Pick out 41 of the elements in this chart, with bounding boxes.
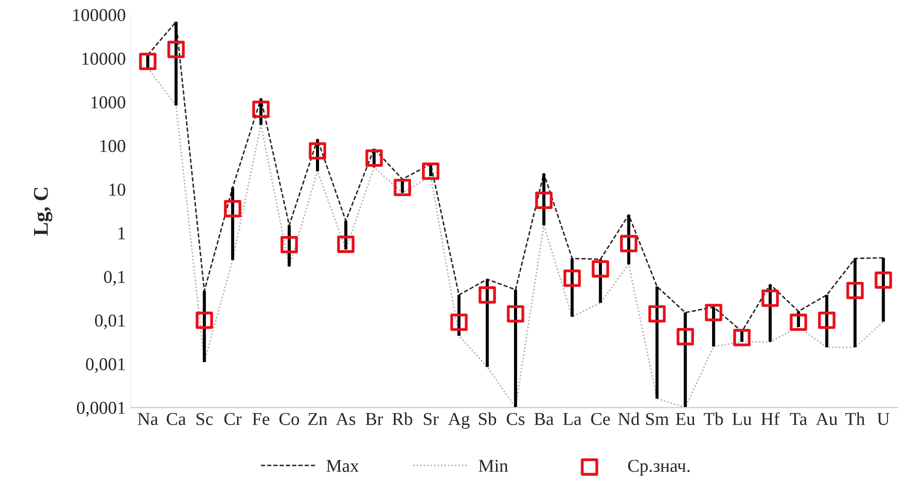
x-tick-label: Lu bbox=[732, 413, 752, 426]
legend-label: Ср.знач. bbox=[628, 460, 690, 476]
x-tick-label: Cr bbox=[224, 412, 242, 426]
y-tick-label: 0,01 bbox=[95, 314, 125, 330]
x-tick-label: Br bbox=[366, 413, 383, 425]
y-tick-label: 10000 bbox=[82, 52, 126, 65]
y-tick-label: 0,1 bbox=[104, 270, 125, 286]
x-tick-label: U bbox=[877, 413, 890, 426]
x-tick-label: Na bbox=[138, 413, 158, 426]
y-tick-label: 1000 bbox=[91, 96, 126, 108]
y-tick-label: 0,0001 bbox=[76, 402, 125, 417]
y-tick-label: 100000 bbox=[73, 8, 126, 22]
x-tick-label: Zn bbox=[308, 413, 328, 425]
x-tick-label: Cs bbox=[506, 412, 524, 426]
legend-label: Max bbox=[326, 460, 359, 472]
x-tick-label: Au bbox=[816, 413, 838, 426]
x-tick-label: Nd bbox=[618, 412, 640, 426]
y-axis-title: Lg, C bbox=[34, 188, 52, 236]
x-tick-label: Eu bbox=[676, 413, 696, 426]
y-tick-label: 100 bbox=[100, 140, 126, 152]
x-tick-label: Th bbox=[845, 412, 865, 425]
x-tick-label: Fe bbox=[252, 413, 270, 426]
x-tick-label: Ag bbox=[448, 412, 470, 429]
x-tick-label: Sc bbox=[196, 412, 213, 426]
x-tick-label: Ce bbox=[591, 412, 610, 426]
x-tick-label: Rb bbox=[392, 412, 412, 426]
x-tick-label: La bbox=[563, 413, 582, 426]
legend-label: Min bbox=[478, 460, 508, 472]
x-tick-label: Sm bbox=[646, 412, 669, 426]
x-tick-label: Sr bbox=[424, 412, 439, 426]
x-tick-label: Ca bbox=[166, 412, 186, 426]
x-tick-label: Sb bbox=[478, 412, 496, 426]
y-tick-label: 0,001 bbox=[86, 358, 125, 373]
x-tick-label: Ba bbox=[534, 413, 554, 426]
x-tick-label: Co bbox=[279, 412, 300, 426]
y-tick-label: 10 bbox=[109, 184, 126, 196]
x-tick-label: Hf bbox=[761, 412, 780, 425]
x-tick-label: Ta bbox=[790, 413, 808, 426]
x-tick-label: As bbox=[336, 413, 356, 426]
y-tick-label: 1 bbox=[118, 227, 125, 240]
x-tick-label: Tb bbox=[704, 412, 723, 426]
